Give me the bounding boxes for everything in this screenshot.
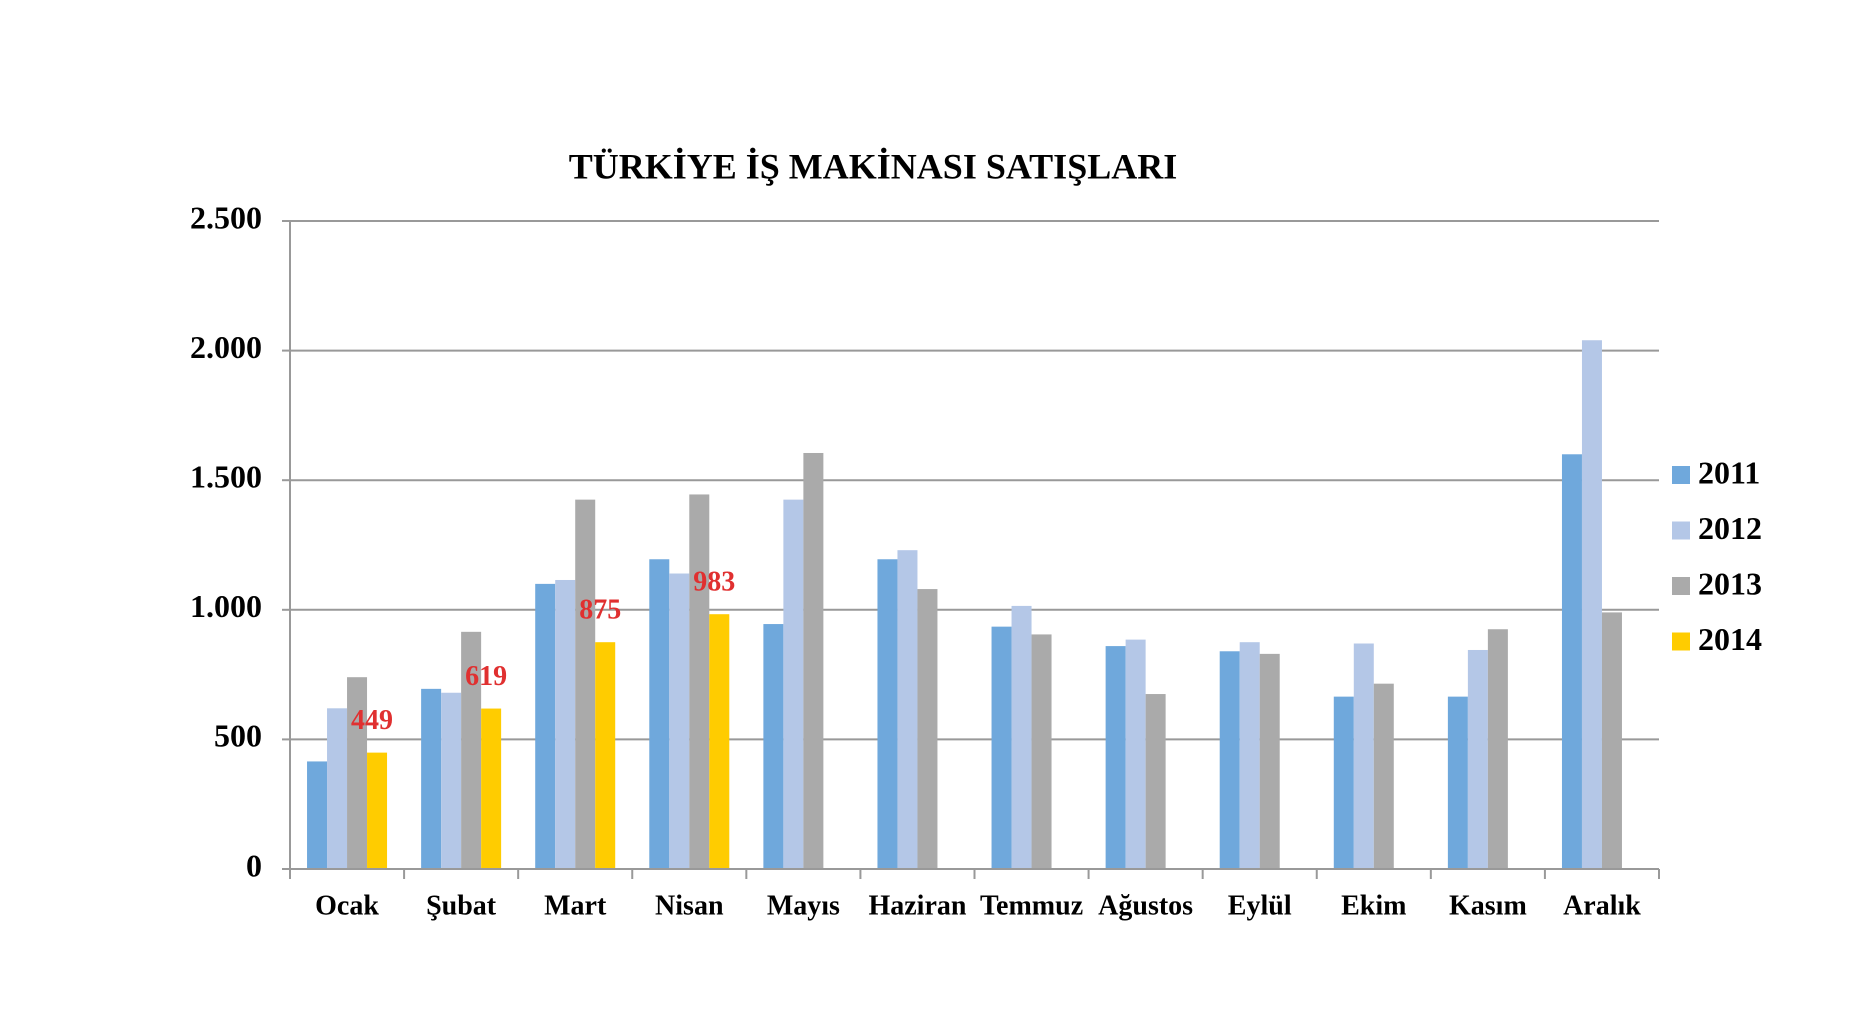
bar <box>1373 683 1394 869</box>
x-tick-label: Ocak <box>315 890 379 921</box>
bar <box>649 559 670 869</box>
bar <box>421 688 442 869</box>
bar <box>441 692 462 869</box>
bar <box>595 642 616 869</box>
bar <box>461 631 482 869</box>
bar <box>1105 646 1126 869</box>
bar <box>367 752 388 869</box>
bar <box>991 626 1012 869</box>
y-tick-label: 2.000 <box>190 329 262 365</box>
x-tick-label: Mayıs <box>767 890 840 921</box>
legend-swatch <box>1672 632 1690 651</box>
bar <box>327 708 348 869</box>
legend-label: 2012 <box>1698 510 1762 546</box>
bar <box>897 550 918 869</box>
data-label: 619 <box>465 661 507 692</box>
legend-label: 2013 <box>1698 565 1762 601</box>
bar <box>1145 694 1166 869</box>
bar <box>1467 649 1488 869</box>
bar <box>347 677 368 869</box>
bar <box>535 583 556 869</box>
bar <box>783 499 804 869</box>
bar <box>917 589 938 869</box>
x-tick-label: Ekim <box>1341 890 1406 921</box>
bar <box>1011 605 1032 869</box>
legend-swatch <box>1672 466 1690 484</box>
y-tick-label: 1.500 <box>190 459 262 495</box>
bar <box>307 761 328 869</box>
data-label: 983 <box>693 567 735 598</box>
y-tick-label: 1.000 <box>190 588 262 624</box>
x-tick-label: Temmuz <box>980 890 1083 921</box>
legend-swatch <box>1672 521 1690 540</box>
x-tick-label: Şubat <box>426 890 497 921</box>
bar <box>877 559 898 869</box>
bar <box>481 708 502 869</box>
x-tick-label: Aralık <box>1563 890 1641 921</box>
x-tick-label: Nisan <box>655 890 724 921</box>
x-tick-label: Kasım <box>1449 890 1527 921</box>
bar <box>1125 639 1146 869</box>
bar <box>1601 612 1622 869</box>
x-tick-label: Haziran <box>868 890 966 921</box>
legend-swatch <box>1672 577 1690 595</box>
bar <box>1259 653 1280 869</box>
data-label: 875 <box>579 595 621 626</box>
bar <box>1239 642 1260 869</box>
bar <box>1487 629 1508 869</box>
legend-label: 2011 <box>1698 454 1760 490</box>
bar <box>689 494 710 869</box>
data-label: 449 <box>351 705 393 736</box>
bar <box>555 579 576 869</box>
x-tick-label: Ağustos <box>1098 890 1193 921</box>
y-tick-label: 2.500 <box>190 199 262 235</box>
bar <box>1333 696 1354 869</box>
bar <box>1031 634 1052 869</box>
bar <box>1561 454 1582 869</box>
bar <box>575 499 596 869</box>
bar <box>1353 643 1374 869</box>
bar <box>1447 696 1468 869</box>
y-tick-label: 0 <box>246 847 262 883</box>
chart-title: TÜRKİYE İŞ MAKİNASI SATIŞLARI <box>569 146 1177 186</box>
y-tick-label: 500 <box>214 718 262 754</box>
x-tick-label: Mart <box>544 890 607 921</box>
bar <box>763 624 784 869</box>
bar <box>709 614 730 869</box>
bar <box>1581 340 1602 869</box>
legend-label: 2014 <box>1698 621 1762 657</box>
bar <box>669 573 690 869</box>
bar <box>1219 651 1240 869</box>
x-tick-label: Eylül <box>1228 890 1292 921</box>
bar <box>803 452 824 869</box>
